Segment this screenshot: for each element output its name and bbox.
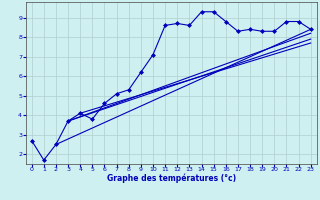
X-axis label: Graphe des températures (°c): Graphe des températures (°c) [107, 174, 236, 183]
